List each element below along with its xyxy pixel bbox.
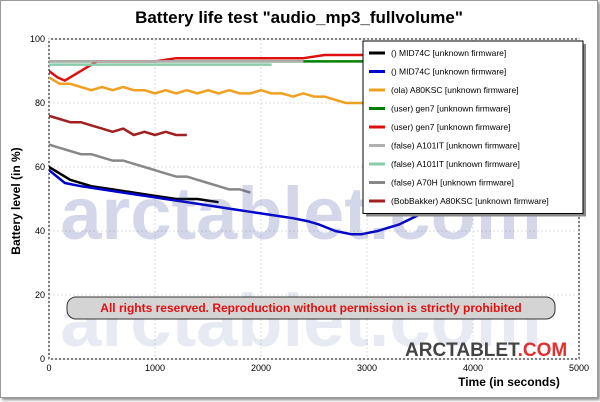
y-tick-label: 100 [30, 34, 45, 44]
x-tick-label: 4000 [463, 363, 483, 373]
legend-label-7: (false) A101IT [unknown firmware] [391, 159, 520, 169]
x-tick-label: 5000 [569, 363, 589, 373]
brand-logo: ARCTABLET.COM [405, 340, 567, 361]
notice-banner [66, 296, 556, 320]
series-line-2 [49, 169, 426, 236]
series-line-9 [49, 114, 187, 137]
legend [362, 40, 584, 214]
legend-label-6: (false) A101IT [unknown firmware] [391, 141, 520, 151]
y-tick-label: 0 [40, 354, 45, 364]
series-line-8 [49, 143, 251, 194]
series-line-1 [49, 165, 219, 204]
x-axis-label: Time (in seconds) [458, 375, 560, 389]
x-tick-label: 0 [46, 363, 51, 373]
x-tick-label: 1000 [145, 363, 165, 373]
battery-chart: Battery life test "audio_mp3_fullvolume"… [9, 8, 589, 389]
legend-label-1: () MID74C [unknown firmware] [391, 48, 506, 58]
x-tick-label: 2000 [251, 363, 271, 373]
watermark-text-reflection: arctablet.com [60, 279, 541, 362]
y-tick-label: 60 [35, 162, 45, 172]
series-line-5 [49, 53, 389, 82]
chart-title: Battery life test "audio_mp3_fullvolume" [135, 8, 463, 27]
legend-label-8: (false) A70H [unknown firmware] [391, 178, 514, 188]
legend-label-3: (ola) A80KSC [unknown firmware] [391, 85, 519, 95]
notice-text: All rights reserved. Reproduction withou… [100, 301, 521, 315]
y-tick-label: 40 [35, 226, 45, 236]
legend-label-4: (user) gen7 [unknown firmware] [391, 104, 511, 114]
y-tick-label: 80 [35, 98, 45, 108]
legend-label-5: (user) gen7 [unknown firmware] [391, 122, 511, 132]
legend-label-2: () MID74C [unknown firmware] [391, 67, 506, 77]
y-tick-label: 20 [35, 290, 45, 300]
legend-label-9: (BobBakker) A80KSC [unknown firmware] [391, 196, 549, 206]
x-tick-label: 3000 [357, 363, 377, 373]
series-line-3 [49, 76, 389, 105]
y-axis-label: Battery level (in %) [9, 147, 23, 254]
